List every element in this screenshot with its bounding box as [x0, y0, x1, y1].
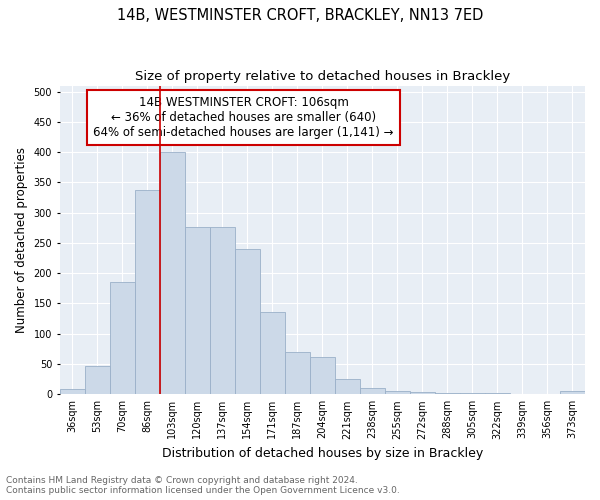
Bar	[360, 388, 385, 394]
X-axis label: Distribution of detached houses by size in Brackley: Distribution of detached houses by size …	[162, 447, 483, 460]
Bar	[135, 190, 160, 394]
Bar	[85, 366, 110, 394]
Text: 14B, WESTMINSTER CROFT, BRACKLEY, NN13 7ED: 14B, WESTMINSTER CROFT, BRACKLEY, NN13 7…	[117, 8, 483, 22]
Y-axis label: Number of detached properties: Number of detached properties	[15, 147, 28, 333]
Bar	[310, 357, 335, 395]
Bar	[110, 282, 135, 395]
Bar	[460, 393, 485, 394]
Bar	[485, 393, 510, 394]
Bar	[185, 226, 210, 394]
Bar	[410, 392, 435, 394]
Title: Size of property relative to detached houses in Brackley: Size of property relative to detached ho…	[135, 70, 510, 83]
Bar	[560, 392, 585, 394]
Text: 14B WESTMINSTER CROFT: 106sqm
← 36% of detached houses are smaller (640)
64% of : 14B WESTMINSTER CROFT: 106sqm ← 36% of d…	[94, 96, 394, 140]
Bar	[260, 312, 285, 394]
Bar	[235, 249, 260, 394]
Bar	[385, 392, 410, 394]
Bar	[210, 226, 235, 394]
Bar	[335, 379, 360, 394]
Bar	[160, 152, 185, 394]
Bar	[435, 393, 460, 394]
Text: Contains HM Land Registry data © Crown copyright and database right 2024.
Contai: Contains HM Land Registry data © Crown c…	[6, 476, 400, 495]
Bar	[285, 352, 310, 395]
Bar	[60, 390, 85, 394]
